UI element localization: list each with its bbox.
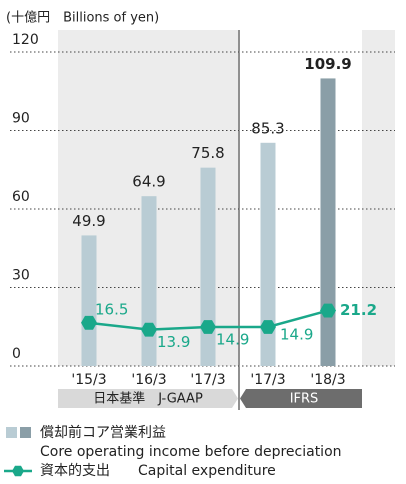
bar-value-label: 49.9 [72, 212, 105, 230]
legend-label: 資本的支出 [40, 463, 110, 479]
x-tick-label: '16/3 [131, 372, 166, 388]
bar [320, 78, 336, 366]
legend-label: Core operating income before depreciatio… [40, 444, 342, 460]
bar-value-label: 64.9 [132, 173, 165, 191]
legend-swatch [6, 427, 17, 438]
right-background [362, 30, 395, 366]
legend-marker [12, 465, 24, 477]
axis-unit: (十億円 Billions of yen) [6, 10, 159, 26]
y-tick-label: 0 [12, 346, 21, 362]
group-label: IFRS [290, 392, 319, 407]
line-marker [320, 303, 336, 318]
line-marker [200, 320, 216, 334]
x-tick-label: '15/3 [71, 372, 106, 388]
x-tick-label: '17/3 [250, 372, 285, 388]
group-band [240, 389, 362, 408]
bar [141, 196, 157, 366]
line-marker [81, 315, 97, 330]
legend-label: 償却前コア営業利益 [40, 424, 166, 441]
line-value-label: 16.5 [95, 300, 128, 318]
bar-value-label: 109.9 [304, 55, 351, 73]
line-marker [260, 320, 276, 334]
group-label: 日本基準 J-GAAP [93, 391, 203, 407]
bar [200, 167, 216, 366]
y-tick-label: 90 [12, 111, 30, 127]
bar [81, 235, 97, 366]
line-marker [141, 322, 157, 337]
bar [260, 142, 276, 366]
y-tick-label: 30 [12, 268, 30, 284]
legend-label: Capital expenditure [138, 463, 276, 479]
group-band [58, 389, 238, 408]
x-tick-label: '18/3 [310, 372, 345, 388]
line-value-label: 14.9 [216, 331, 249, 349]
line-value-label: 13.9 [157, 333, 190, 351]
x-tick-label: '17/3 [190, 372, 225, 388]
bar-value-label: 75.8 [191, 144, 224, 162]
y-tick-label: 60 [12, 189, 30, 205]
bar-value-label: 85.3 [251, 119, 284, 137]
legend-swatch [20, 427, 31, 438]
line-value-label: 14.9 [280, 326, 313, 344]
y-tick-label: 120 [12, 32, 39, 48]
line-value-label: 21.2 [340, 301, 377, 319]
